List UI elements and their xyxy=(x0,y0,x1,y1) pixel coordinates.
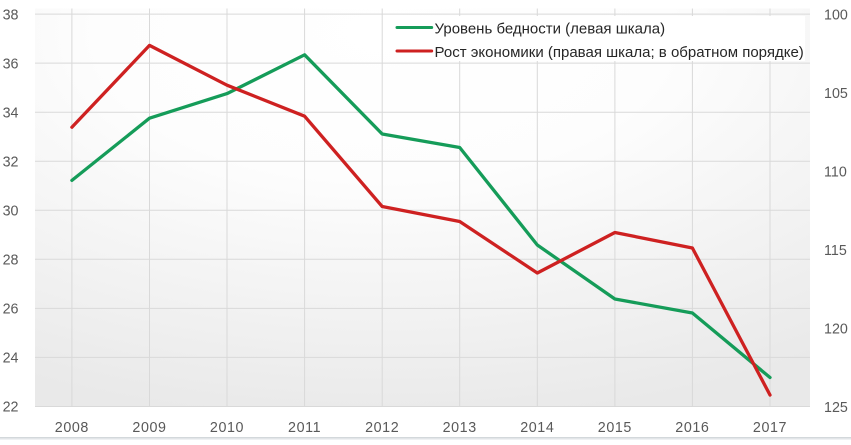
svg-text:2008: 2008 xyxy=(55,420,89,436)
svg-text:105: 105 xyxy=(824,86,848,102)
svg-text:2011: 2011 xyxy=(288,420,321,436)
svg-text:2013: 2013 xyxy=(443,420,477,436)
svg-text:32: 32 xyxy=(3,154,19,170)
svg-text:30: 30 xyxy=(3,204,19,220)
svg-text:2015: 2015 xyxy=(598,420,632,436)
svg-text:22: 22 xyxy=(3,400,19,416)
svg-text:120: 120 xyxy=(824,322,848,338)
svg-text:34: 34 xyxy=(3,105,19,121)
svg-text:100: 100 xyxy=(824,8,848,24)
svg-text:36: 36 xyxy=(3,56,19,72)
svg-text:2009: 2009 xyxy=(132,420,166,436)
svg-text:28: 28 xyxy=(3,253,19,269)
svg-text:2012: 2012 xyxy=(365,420,399,436)
svg-text:115: 115 xyxy=(824,243,847,259)
svg-text:38: 38 xyxy=(3,7,19,23)
svg-text:2016: 2016 xyxy=(675,420,709,436)
svg-text:24: 24 xyxy=(3,351,19,367)
svg-text:Рост экономики (правая шкала;: Рост экономики (правая шкала; в обратном… xyxy=(435,44,804,61)
svg-text:2014: 2014 xyxy=(520,420,554,436)
svg-text:Уровень бедности (левая шкала): Уровень бедности (левая шкала) xyxy=(435,20,666,37)
svg-text:125: 125 xyxy=(824,400,848,416)
svg-text:2010: 2010 xyxy=(210,420,244,436)
svg-text:2017: 2017 xyxy=(753,420,787,436)
svg-text:110: 110 xyxy=(824,165,847,181)
svg-text:26: 26 xyxy=(3,302,19,318)
